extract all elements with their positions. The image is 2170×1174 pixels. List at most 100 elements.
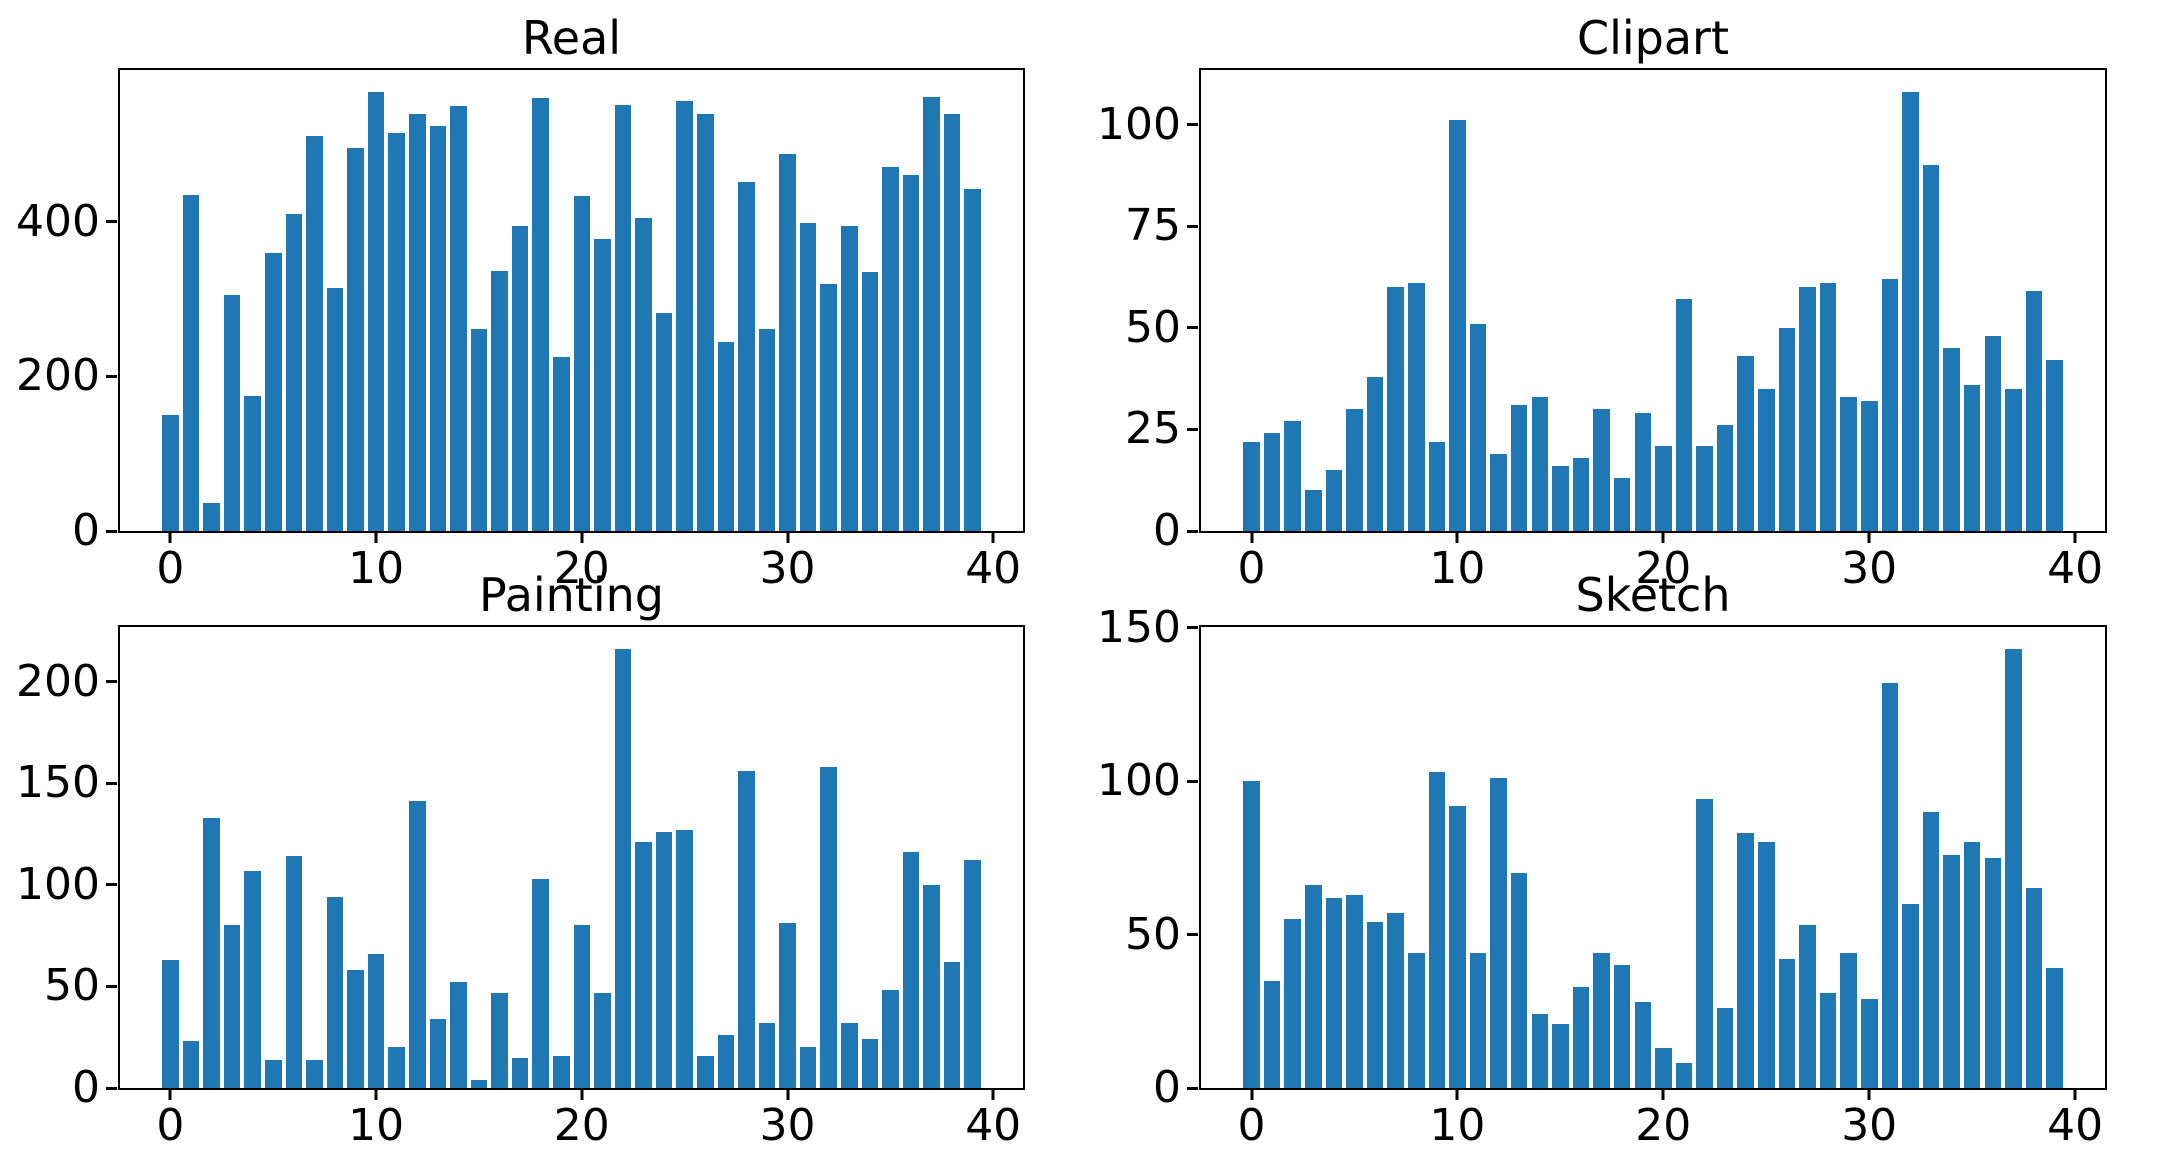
bar bbox=[1469, 323, 1487, 531]
bar bbox=[1531, 396, 1548, 531]
y-tick-label: 150 bbox=[16, 757, 100, 809]
y-tick-mark bbox=[1187, 1086, 1198, 1090]
bar bbox=[902, 174, 920, 531]
bar bbox=[758, 329, 776, 531]
bar bbox=[1984, 857, 2001, 1088]
bar bbox=[861, 1039, 878, 1088]
bar bbox=[1428, 771, 1445, 1088]
bar bbox=[717, 1035, 734, 1088]
x-tick-label: 20 bbox=[553, 1100, 610, 1151]
bar bbox=[1696, 445, 1713, 531]
bar bbox=[2005, 388, 2022, 531]
x-tick-mark bbox=[1250, 1089, 1253, 1100]
y-tick-mark bbox=[1187, 626, 1198, 629]
bar bbox=[326, 896, 344, 1088]
x-tick-label: 0 bbox=[156, 543, 185, 594]
bar bbox=[1490, 453, 1507, 531]
bar bbox=[1263, 433, 1281, 531]
y-tick-mark bbox=[1187, 326, 1198, 330]
x-tick-mark bbox=[2073, 1089, 2077, 1100]
y-tick-label: 200 bbox=[16, 655, 100, 707]
bar bbox=[614, 105, 632, 531]
bar bbox=[2025, 291, 2043, 531]
bar bbox=[1387, 913, 1404, 1088]
bar bbox=[1922, 165, 1940, 531]
x-tick-mark bbox=[786, 532, 789, 543]
subplot-sketch: Sketch 0 50 100 150 0 10 20 30 40 bbox=[1097, 568, 2107, 1148]
bar bbox=[1737, 356, 1754, 531]
bar bbox=[717, 341, 734, 531]
x-tick-mark bbox=[168, 1089, 172, 1100]
bar bbox=[1819, 992, 1837, 1088]
bar bbox=[1861, 400, 1878, 531]
y-tick-label: 0 bbox=[72, 505, 100, 556]
bar bbox=[367, 953, 385, 1088]
bar bbox=[367, 92, 385, 531]
bar bbox=[388, 132, 405, 531]
y-tick-mark bbox=[1187, 427, 1198, 431]
y-tick-mark bbox=[1187, 933, 1198, 936]
bar bbox=[1675, 1063, 1693, 1088]
x-tick-mark bbox=[1661, 1089, 1665, 1100]
bar bbox=[1902, 92, 1919, 531]
bar bbox=[820, 284, 837, 531]
bar bbox=[1346, 409, 1363, 531]
bar bbox=[182, 194, 200, 531]
y-tick-mark bbox=[106, 781, 117, 785]
x-tick-label: 30 bbox=[759, 1100, 816, 1151]
x-tick-mark bbox=[786, 1089, 789, 1100]
bar bbox=[470, 1079, 488, 1088]
x-tick-mark bbox=[1455, 532, 1459, 543]
bar bbox=[1861, 999, 1878, 1088]
bar bbox=[429, 126, 447, 531]
bar bbox=[1963, 384, 1981, 531]
bar bbox=[1778, 327, 1796, 531]
bar bbox=[1366, 376, 1384, 531]
y-tick-mark bbox=[106, 374, 117, 378]
bar bbox=[676, 101, 693, 531]
bar bbox=[306, 1059, 323, 1088]
bar bbox=[1943, 854, 1960, 1088]
x-tick-label: 30 bbox=[1841, 543, 1898, 594]
bar bbox=[162, 415, 179, 531]
bar bbox=[1881, 279, 1899, 531]
bar bbox=[203, 817, 220, 1088]
x-tick-label: 40 bbox=[2047, 1100, 2104, 1151]
bar bbox=[450, 105, 467, 531]
x-tick-label: 10 bbox=[348, 543, 405, 594]
x-tick-mark bbox=[1867, 532, 1871, 543]
bar bbox=[1716, 425, 1734, 531]
bar bbox=[223, 294, 241, 531]
y-tick-label: 150 bbox=[1097, 601, 1181, 653]
y-tick-label: 50 bbox=[1125, 908, 1181, 960]
y-tick-label: 100 bbox=[1097, 98, 1181, 150]
bar bbox=[1552, 466, 1569, 531]
chart-title: Clipart bbox=[1576, 11, 1729, 65]
bar bbox=[265, 1059, 282, 1088]
bar bbox=[1840, 952, 1857, 1088]
y-tick-label: 25 bbox=[1125, 403, 1181, 455]
bar bbox=[841, 1023, 858, 1088]
bar bbox=[326, 287, 344, 531]
bar bbox=[635, 842, 652, 1088]
bar bbox=[676, 829, 693, 1088]
bar bbox=[1428, 441, 1445, 531]
bar bbox=[799, 1047, 817, 1088]
bar bbox=[841, 225, 858, 531]
bar bbox=[1593, 409, 1610, 531]
y-tick-label: 75 bbox=[1125, 200, 1181, 252]
x-tick-label: 10 bbox=[348, 1100, 405, 1151]
bar bbox=[573, 196, 591, 531]
bar bbox=[1552, 1023, 1569, 1088]
bar bbox=[347, 970, 364, 1088]
x-tick-label: 10 bbox=[1429, 1100, 1486, 1151]
bar bbox=[861, 272, 878, 531]
bar bbox=[553, 357, 570, 531]
y-tick-label: 400 bbox=[16, 195, 100, 247]
bar bbox=[902, 852, 920, 1088]
y-tick-mark bbox=[106, 529, 117, 533]
bar bbox=[429, 1018, 447, 1088]
bar bbox=[450, 982, 467, 1088]
bar bbox=[1263, 980, 1281, 1088]
